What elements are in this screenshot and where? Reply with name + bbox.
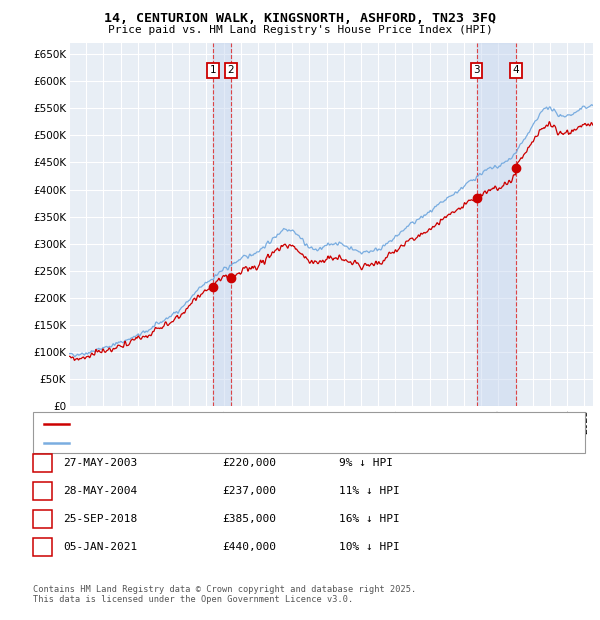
Bar: [476, 43, 515, 406]
Text: 14, CENTURION WALK, KINGSNORTH, ASHFORD, TN23 3FQ (detached house): 14, CENTURION WALK, KINGSNORTH, ASHFORD,…: [74, 418, 461, 428]
Bar: [213, 43, 230, 406]
Text: Contains HM Land Registry data © Crown copyright and database right 2025.
This d: Contains HM Land Registry data © Crown c…: [33, 585, 416, 604]
Text: 2: 2: [227, 66, 234, 76]
Text: 1: 1: [39, 458, 46, 468]
Text: 11% ↓ HPI: 11% ↓ HPI: [339, 486, 400, 496]
Text: 2: 2: [39, 486, 46, 496]
Text: 9% ↓ HPI: 9% ↓ HPI: [339, 458, 393, 468]
Text: £220,000: £220,000: [222, 458, 276, 468]
Text: 3: 3: [473, 66, 480, 76]
Text: £440,000: £440,000: [222, 542, 276, 552]
Text: 27-MAY-2003: 27-MAY-2003: [63, 458, 137, 468]
Text: 25-SEP-2018: 25-SEP-2018: [63, 514, 137, 524]
Text: 05-JAN-2021: 05-JAN-2021: [63, 542, 137, 552]
Text: 10% ↓ HPI: 10% ↓ HPI: [339, 542, 400, 552]
Text: £237,000: £237,000: [222, 486, 276, 496]
Text: HPI: Average price, detached house, Ashford: HPI: Average price, detached house, Ashf…: [74, 438, 326, 448]
Text: £385,000: £385,000: [222, 514, 276, 524]
Text: 4: 4: [39, 542, 46, 552]
Text: 28-MAY-2004: 28-MAY-2004: [63, 486, 137, 496]
Text: 3: 3: [39, 514, 46, 524]
Text: 1: 1: [210, 66, 217, 76]
Text: 14, CENTURION WALK, KINGSNORTH, ASHFORD, TN23 3FQ: 14, CENTURION WALK, KINGSNORTH, ASHFORD,…: [104, 12, 496, 25]
Text: Price paid vs. HM Land Registry's House Price Index (HPI): Price paid vs. HM Land Registry's House …: [107, 25, 493, 35]
Text: 16% ↓ HPI: 16% ↓ HPI: [339, 514, 400, 524]
Text: 4: 4: [512, 66, 519, 76]
